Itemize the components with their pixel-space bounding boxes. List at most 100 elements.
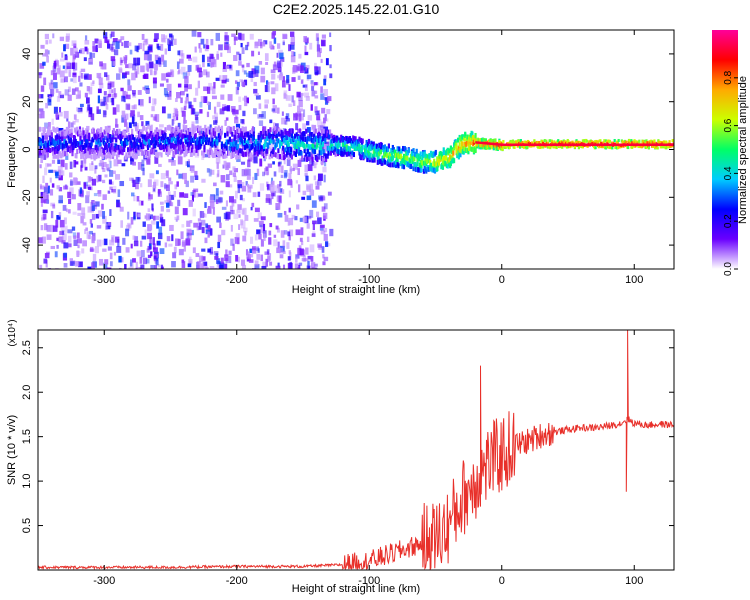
spectrogram-cell bbox=[281, 117, 286, 125]
spectrogram-cell bbox=[237, 133, 240, 139]
spectrogram-cell bbox=[180, 90, 185, 96]
spectrogram-cell bbox=[154, 156, 159, 164]
spectrogram-cell bbox=[306, 265, 311, 269]
spectrogram-cell bbox=[165, 170, 169, 176]
spectrogram-cell bbox=[320, 93, 325, 100]
spectrogram-cell bbox=[282, 250, 286, 254]
spectrogram-cell bbox=[318, 152, 322, 160]
spectrogram-cell bbox=[218, 152, 221, 158]
spectrogram-cell bbox=[254, 149, 257, 155]
spectrogram-cell bbox=[367, 142, 370, 148]
y-tick-label: 20 bbox=[21, 96, 33, 108]
spectrogram-cell bbox=[225, 145, 228, 151]
spectrogram-cell bbox=[95, 213, 100, 219]
spectrogram-cell bbox=[322, 128, 325, 134]
spectrogram-cell bbox=[361, 144, 364, 150]
x-tick-label: -200 bbox=[226, 575, 248, 587]
spectrogram-cell bbox=[105, 103, 109, 110]
spectrogram-cell bbox=[297, 247, 302, 256]
spectrogram-cell bbox=[132, 161, 136, 166]
spectrogram-cell bbox=[87, 186, 92, 190]
spectrogram-cell bbox=[63, 242, 69, 249]
spectrogram-cell bbox=[141, 33, 145, 40]
spectrogram-cell bbox=[290, 138, 293, 144]
spectrogram-cell bbox=[229, 126, 232, 132]
spectrogram-cell bbox=[321, 156, 325, 162]
spectrogram-cell bbox=[73, 160, 77, 168]
spectrogram-cell bbox=[40, 44, 45, 49]
spectrogram-cell bbox=[234, 236, 240, 244]
spectrogram-cell bbox=[395, 152, 398, 158]
spectrogram-cell bbox=[38, 237, 43, 244]
spectrogram-cell bbox=[190, 175, 195, 183]
spectrogram-cell bbox=[209, 246, 213, 254]
spectrogram-cell bbox=[312, 138, 315, 144]
spectrogram-cell bbox=[202, 152, 205, 158]
spectrogram-cell bbox=[268, 230, 272, 236]
spectrogram-cell bbox=[44, 49, 49, 57]
spectrogram-cell bbox=[212, 115, 215, 120]
spectrogram-cell bbox=[288, 190, 291, 198]
spectrogram-cell bbox=[154, 54, 159, 61]
spectrogram-cell bbox=[107, 127, 111, 133]
spectrogram-cell bbox=[293, 133, 297, 139]
spectrogram-cell bbox=[46, 252, 50, 256]
spectrogram-cell bbox=[165, 143, 168, 149]
spectrogram-cell bbox=[204, 137, 207, 143]
spectrogram-cell bbox=[209, 266, 215, 269]
spectrogram-cell bbox=[66, 118, 69, 122]
spectrogram-cell bbox=[69, 187, 74, 196]
spectrogram-cell bbox=[62, 151, 65, 157]
spectrogram-cell bbox=[132, 63, 137, 71]
spectrogram-cell bbox=[321, 141, 325, 147]
spectrogram-cell bbox=[171, 261, 176, 268]
spectrogram-cell bbox=[47, 98, 52, 106]
spectrogram-cell bbox=[279, 254, 284, 259]
spectrogram-cell bbox=[58, 91, 62, 99]
spectrogram-cell bbox=[207, 140, 210, 146]
spectrogram-cell bbox=[334, 151, 337, 157]
spectrogram-cell bbox=[116, 245, 122, 253]
spectrogram-cell bbox=[297, 147, 301, 153]
spectrogram-cell bbox=[82, 222, 87, 226]
spectrogram-cell bbox=[158, 136, 161, 142]
spectrogram-cell bbox=[314, 66, 318, 71]
spectrogram-cell bbox=[318, 244, 322, 250]
spectrogram-cell bbox=[208, 129, 212, 135]
spectrogram-cell bbox=[141, 121, 144, 127]
spectrogram-cell bbox=[209, 251, 214, 255]
spectrogram-cell bbox=[466, 134, 469, 140]
spectrogram-cell bbox=[73, 127, 76, 133]
spectrogram-cell bbox=[49, 147, 52, 153]
spectrogram-cell bbox=[216, 101, 221, 108]
spectrogram-cell bbox=[652, 144, 655, 148]
spectrogram-cell bbox=[88, 86, 93, 95]
spectrogram-cell bbox=[359, 155, 363, 161]
spectrogram-cell bbox=[647, 146, 650, 150]
spectrogram-cell bbox=[164, 183, 167, 190]
spectrogram-cell bbox=[275, 123, 279, 132]
spectrogram-cell bbox=[575, 140, 578, 144]
spectrogram-cell bbox=[434, 149, 437, 155]
spectrogram-cell bbox=[78, 75, 81, 82]
spectrogram-cell bbox=[171, 119, 174, 126]
spectrogram-cell bbox=[324, 97, 329, 105]
spectrogram-cell bbox=[145, 89, 150, 94]
spectrogram-cell bbox=[449, 160, 453, 166]
spectrogram-cell bbox=[75, 119, 79, 123]
spectrogram-cell bbox=[464, 131, 467, 137]
spectrogram-cell bbox=[561, 145, 564, 149]
spectrogram-cell bbox=[61, 230, 65, 236]
spectrogram-cell bbox=[104, 126, 107, 132]
spectrogram-cell bbox=[290, 147, 293, 153]
spectrogram-cell bbox=[70, 128, 73, 134]
spectrogram-cell bbox=[125, 103, 131, 110]
spectrogram-cell bbox=[184, 75, 189, 84]
spectrogram-cell bbox=[282, 76, 285, 82]
spectrogram-cell bbox=[129, 177, 133, 181]
spectrogram-cell bbox=[135, 142, 138, 148]
spectrogram-cell bbox=[123, 57, 127, 65]
spectrogram-cell bbox=[432, 161, 435, 167]
spectrogram-cell bbox=[56, 185, 60, 190]
spectrogram-cell bbox=[661, 145, 664, 149]
